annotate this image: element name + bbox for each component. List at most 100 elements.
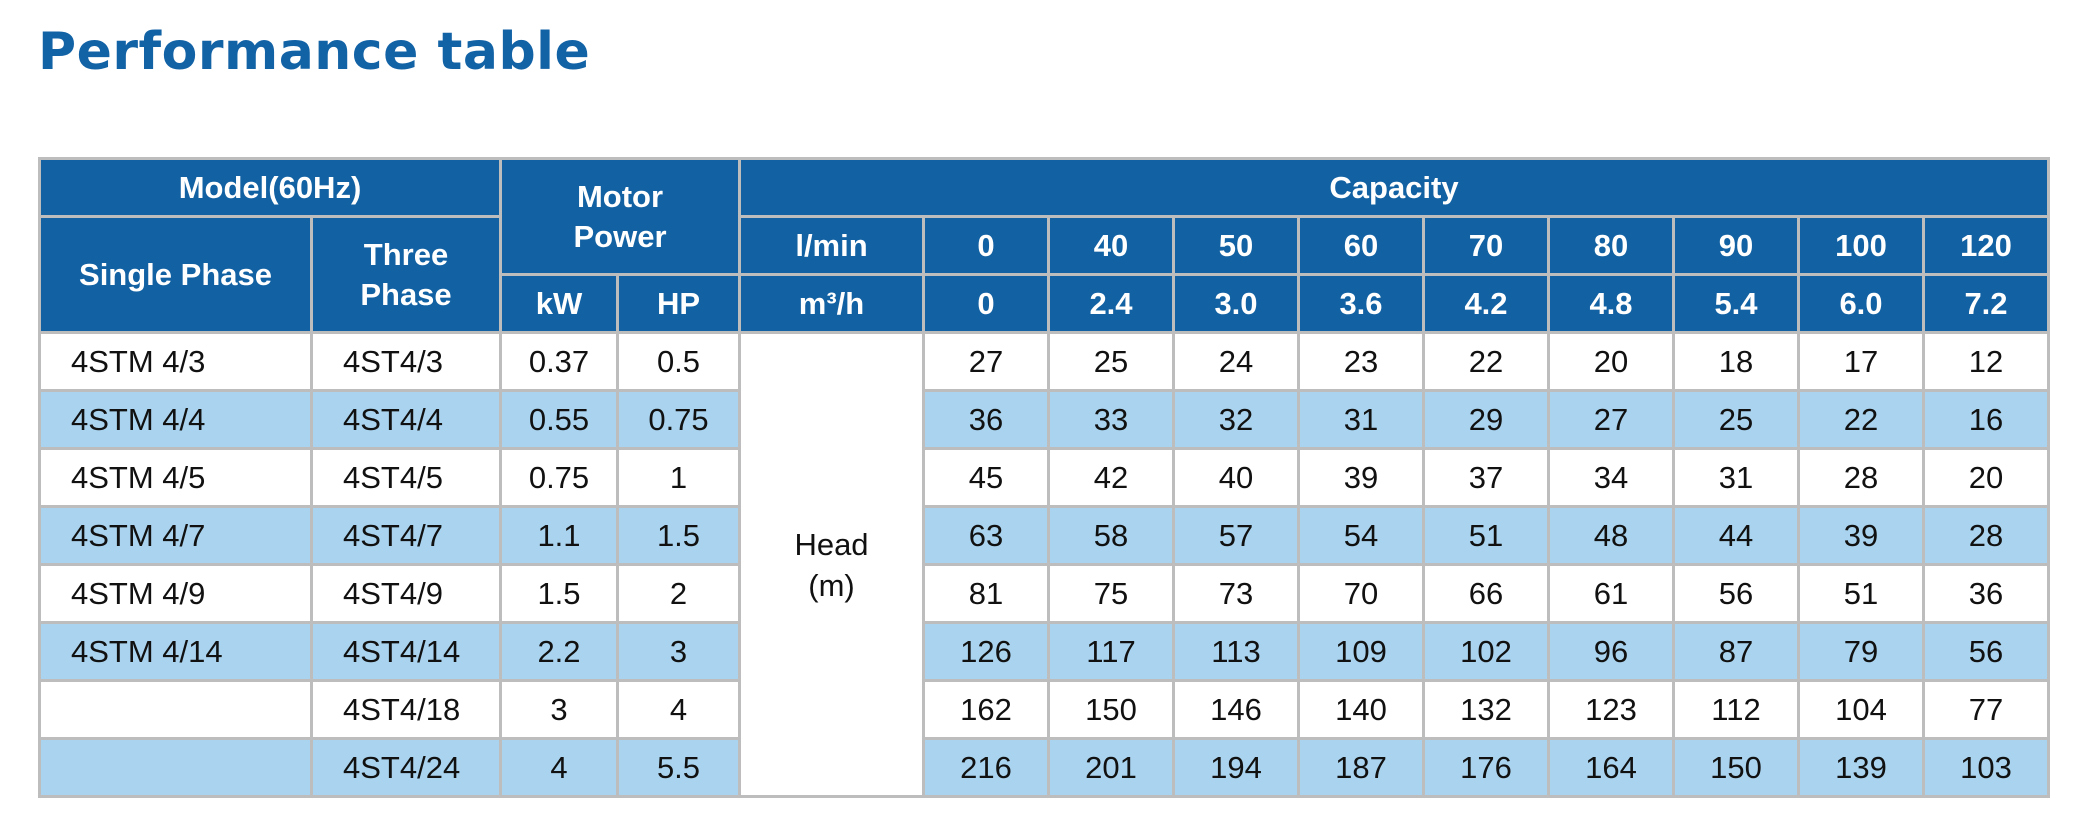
three-phase-model: 4ST4/18 [310,679,502,740]
three-phase-model: 4ST4/4 [310,389,502,450]
head-value: 23 [1297,331,1425,392]
header-motor-power: Motor Power [499,157,741,276]
header-lmin-label: l/min [738,215,925,276]
head-value: 77 [1922,679,2050,740]
head-value: 162 [922,679,1050,740]
head-value: 17 [1797,331,1925,392]
power-kw: 4 [499,737,619,798]
head-value: 36 [1922,563,2050,624]
head-value: 39 [1797,505,1925,566]
header-m3h-value: 4.2 [1422,273,1550,334]
table-row: 4STM 4/14 4ST4/14 2.2 3 126 117 113 109 102 96 87 7… [38,621,2050,682]
header-lmin-value: 70 [1422,215,1550,276]
table-row: 4STM 4/4 4ST4/4 0.55 0.75 36 33 32 31 29 27 25 22 16 [38,389,2050,450]
header-m3h-value: 7.2 [1922,273,2050,334]
head-value: 150 [1672,737,1800,798]
table-row: 4STM 4/9 4ST4/9 1.5 2 81 75 73 70 66 61 56 51 36 [38,563,2050,624]
head-value: 139 [1797,737,1925,798]
head-value: 36 [922,389,1050,450]
power-kw: 2.2 [499,621,619,682]
header-lmin-value: 100 [1797,215,1925,276]
head-value: 81 [922,563,1050,624]
head-value: 33 [1047,389,1175,450]
head-value: 20 [1922,447,2050,508]
head-value: 31 [1672,447,1800,508]
header-lmin-value: 120 [1922,215,2050,276]
header-m3h-value: 3.0 [1172,273,1300,334]
power-kw: 0.55 [499,389,619,450]
head-value: 20 [1547,331,1675,392]
head-value: 75 [1047,563,1175,624]
head-value: 44 [1672,505,1800,566]
head-value: 27 [922,331,1050,392]
header-three-phase-line1: Three [363,236,449,272]
three-phase-model: 4ST4/5 [310,447,502,508]
head-value: 176 [1422,737,1550,798]
head-value: 42 [1047,447,1175,508]
head-value: 57 [1172,505,1300,566]
head-value: 29 [1422,389,1550,450]
head-value: 63 [922,505,1050,566]
head-value: 216 [922,737,1050,798]
header-capacity: Capacity [738,157,2050,218]
header-m3h-value: 0 [922,273,1050,334]
head-value: 96 [1547,621,1675,682]
head-value: 117 [1047,621,1175,682]
head-value: 51 [1797,563,1925,624]
three-phase-model: 4ST4/9 [310,563,502,624]
power-kw: 1.1 [499,505,619,566]
single-phase-model: 4STM 4/9 [38,563,313,624]
head-value: 73 [1172,563,1300,624]
single-phase-model: 4STM 4/4 [38,389,313,450]
head-label-line1: Head [794,526,869,562]
power-kw: 0.75 [499,447,619,508]
head-value: 25 [1047,331,1175,392]
head-value: 113 [1172,621,1300,682]
head-value: 103 [1922,737,2050,798]
single-phase-model: 4STM 4/3 [38,331,313,392]
three-phase-model: 4ST4/14 [310,621,502,682]
head-value: 25 [1672,389,1800,450]
single-phase-model: 4STM 4/14 [38,621,313,682]
head-value: 12 [1922,331,2050,392]
header-motor-power-line2: Power [573,218,667,254]
head-value: 39 [1297,447,1425,508]
single-phase-model [38,679,313,740]
head-value: 146 [1172,679,1300,740]
head-value: 28 [1797,447,1925,508]
head-value: 28 [1922,505,2050,566]
power-hp: 1.5 [616,505,741,566]
power-hp: 0.5 [616,331,741,392]
table-body: 4STM 4/3 4ST4/3 0.37 0.5 Head (m) 27 25 24 23 22 20… [38,331,2050,798]
head-value: 56 [1672,563,1800,624]
power-hp: 1 [616,447,741,508]
power-hp: 3 [616,621,741,682]
head-value: 66 [1422,563,1550,624]
header-single-phase: Single Phase [38,215,313,334]
head-value: 45 [922,447,1050,508]
head-value: 194 [1172,737,1300,798]
head-value: 31 [1297,389,1425,450]
single-phase-model: 4STM 4/5 [38,447,313,508]
head-value: 24 [1172,331,1300,392]
head-value: 22 [1797,389,1925,450]
power-hp: 4 [616,679,741,740]
header-three-phase-line2: Phase [360,276,452,312]
power-kw: 1.5 [499,563,619,624]
header-lmin-value: 0 [922,215,1050,276]
header-m3h-value: 4.8 [1547,273,1675,334]
single-phase-model: 4STM 4/7 [38,505,313,566]
head-value: 140 [1297,679,1425,740]
head-value: 51 [1422,505,1550,566]
three-phase-model: 4ST4/7 [310,505,502,566]
header-m3h-label: m³/h [738,273,925,334]
head-value: 104 [1797,679,1925,740]
header-m3h-value: 5.4 [1672,273,1800,334]
head-value: 112 [1672,679,1800,740]
head-value: 16 [1922,389,2050,450]
head-value: 27 [1547,389,1675,450]
head-value: 102 [1422,621,1550,682]
header-lmin-value: 60 [1297,215,1425,276]
head-label: Head (m) [738,331,925,798]
head-value: 164 [1547,737,1675,798]
